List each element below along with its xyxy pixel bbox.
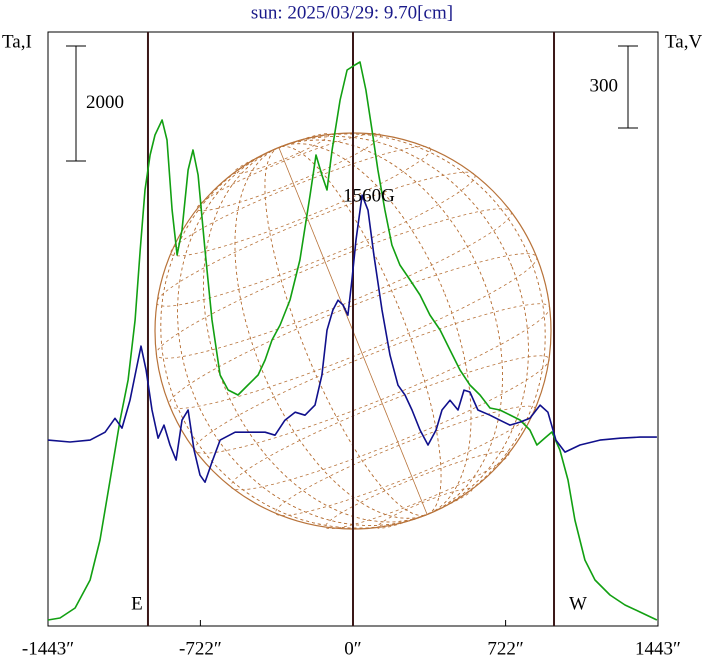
- x-tick-label: 1443″: [635, 638, 681, 659]
- series-line: [47, 194, 657, 483]
- x-tick-label: 722″: [487, 638, 523, 659]
- x-tick-label: -722″: [179, 638, 222, 659]
- x-tick-label: -1443″: [22, 638, 74, 659]
- annotation: 1560G: [343, 185, 395, 206]
- meridian: [264, 146, 442, 516]
- scale-bar-label: 300: [590, 75, 619, 96]
- x-tick-label: 0″: [344, 638, 361, 659]
- y-axis-label: Ta,I: [2, 31, 32, 52]
- meridian: [234, 143, 472, 519]
- y2-axis-label: Ta,V: [665, 31, 702, 52]
- meridian: [160, 133, 546, 529]
- chart-title: sun: 2025/03/29: 9.70[cm]: [251, 2, 453, 23]
- scale-bar-label: 2000: [86, 92, 124, 113]
- series-line: [47, 61, 658, 621]
- reference-label: W: [569, 593, 587, 614]
- reference-label: E: [131, 593, 143, 614]
- meridian: [203, 139, 503, 523]
